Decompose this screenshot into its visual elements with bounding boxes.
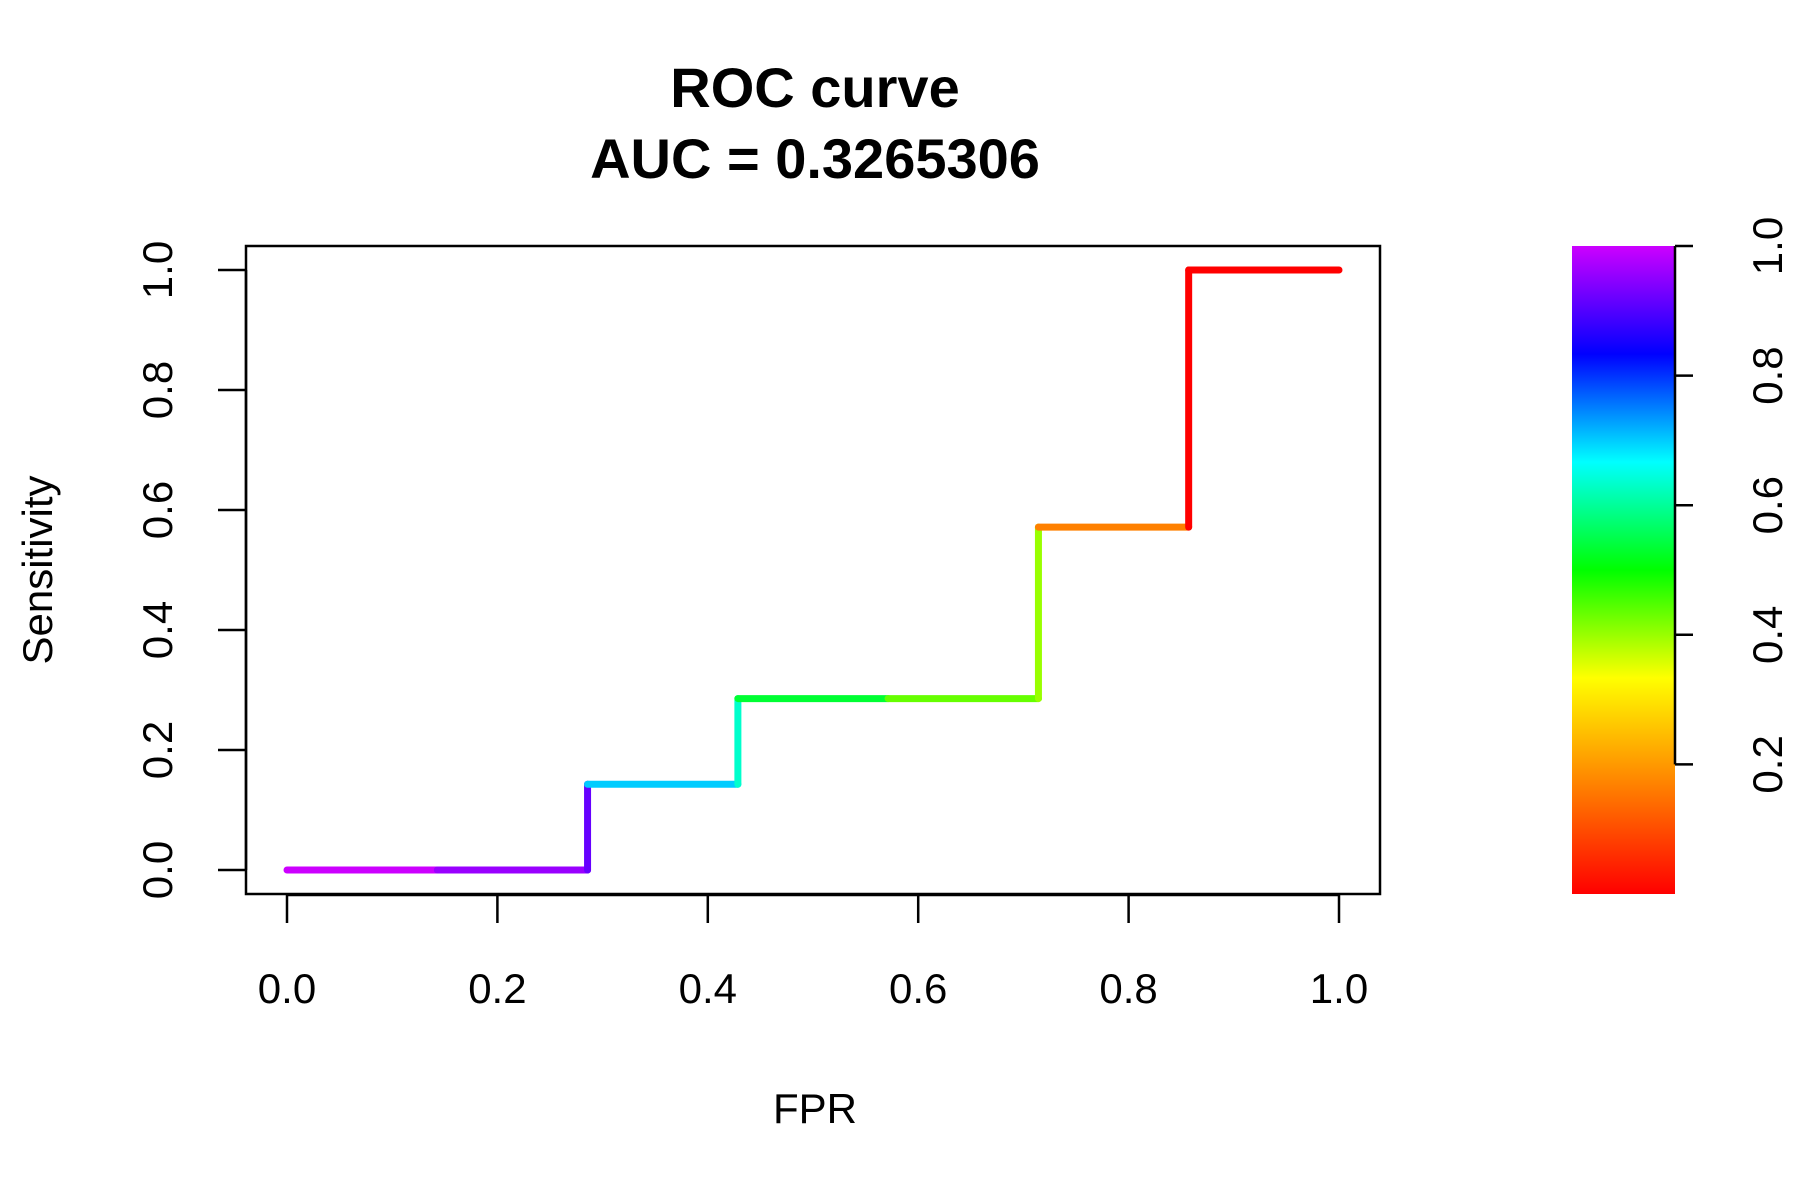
colorbar-tick-label: 0.8 (1744, 346, 1791, 404)
y-axis-label: Sensitivity (14, 475, 61, 664)
plot-frame (244, 244, 1382, 896)
y-tick-label: 1.0 (134, 241, 181, 299)
colorbar-tick-label: 0.6 (1744, 476, 1791, 534)
y-tick-label: 0.8 (134, 361, 181, 419)
chart-title: ROC curve (670, 56, 959, 119)
x-tick-label: 1.0 (1310, 965, 1368, 1012)
x-axis-label: FPR (773, 1085, 857, 1132)
y-tick-label: 0.2 (134, 721, 181, 779)
colorbar-tick-label: 1.0 (1744, 217, 1791, 275)
colorbar (1572, 246, 1675, 894)
x-axis: 0.0 0.2 0.4 0.6 0.8 1.0 (258, 893, 1368, 1012)
x-tick-label: 0.6 (889, 965, 947, 1012)
y-tick-label: 0.6 (134, 481, 181, 539)
colorbar-axis: 0.2 0.4 0.6 0.8 1.0 (1673, 217, 1791, 794)
x-tick-label: 0.4 (679, 965, 737, 1012)
roc-curve (283, 266, 1343, 874)
x-tick-label: 0.8 (1099, 965, 1157, 1012)
y-tick-label: 0.4 (134, 601, 181, 659)
chart-subtitle: AUC = 0.3265306 (590, 127, 1040, 190)
y-tick-label: 0.0 (134, 841, 181, 899)
x-tick-label: 0.0 (258, 965, 316, 1012)
x-tick-label: 0.2 (468, 965, 526, 1012)
y-axis: 0.0 0.2 0.4 0.6 0.8 1.0 (134, 241, 248, 899)
colorbar-tick-label: 0.2 (1744, 735, 1791, 793)
colorbar-tick-label: 0.4 (1744, 606, 1791, 664)
